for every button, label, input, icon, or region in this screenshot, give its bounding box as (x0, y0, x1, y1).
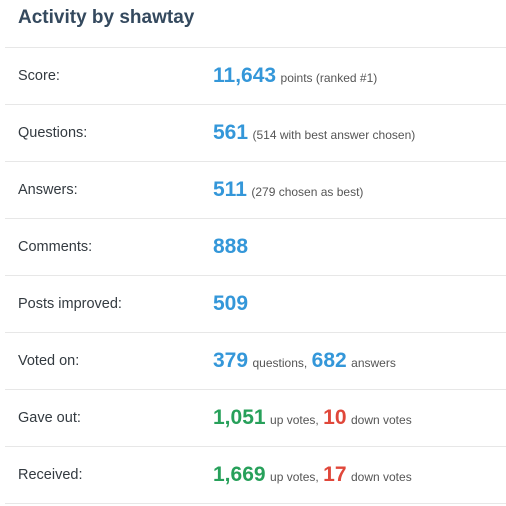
answers-number: 511 (213, 178, 247, 201)
questions-detail: (514 with best answer chosen) (252, 128, 416, 142)
gave-down-votes-text: down votes (350, 413, 412, 427)
comments-number: 888 (213, 235, 249, 258)
gave-out-label: Gave out: (18, 410, 81, 426)
voted-answers-text: answers (351, 356, 396, 370)
gave-up-votes-number: 1,051 (213, 406, 266, 429)
stat-row-posts-improved: Posts improved: 509 (5, 276, 506, 333)
voted-answers-number: 682 (311, 349, 347, 372)
gave-down-votes-number: 10 (323, 406, 347, 429)
received-up-votes-number: 1,669 (213, 463, 266, 486)
stat-row-voted-on: Voted on: 379 questions, 682 answers (5, 333, 506, 390)
received-label: Received: (18, 467, 83, 483)
stat-row-score: Score: 11,643 points (ranked #1) (5, 48, 506, 105)
score-detail: points (ranked #1) (280, 71, 378, 85)
activity-stats-list: Score: 11,643 points (ranked #1) Questio… (5, 47, 506, 504)
stat-row-gave-out: Gave out: 1,051 up votes, 10 down votes (5, 390, 506, 447)
answers-label: Answers: (18, 182, 78, 198)
gave-up-votes-text: up votes, (270, 413, 319, 427)
score-number: 11,643 (213, 64, 277, 87)
stat-row-received: Received: 1,669 up votes, 17 down votes (5, 447, 506, 504)
posts-improved-number: 509 (213, 292, 249, 315)
posts-improved-label: Posts improved: (18, 296, 122, 312)
comments-label: Comments: (18, 239, 93, 255)
stat-row-questions: Questions: 561 (514 with best answer cho… (5, 105, 506, 162)
questions-value: 561 (514 with best answer chosen) (213, 105, 415, 163)
stat-row-answers: Answers: 511 (279 chosen as best) (5, 162, 506, 219)
answers-value: 511 (279 chosen as best) (213, 162, 363, 220)
gave-out-value: 1,051 up votes, 10 down votes (213, 390, 412, 448)
posts-improved-value: 509 (213, 276, 248, 334)
received-down-votes-text: down votes (350, 470, 412, 484)
stat-row-comments: Comments: 888 (5, 219, 506, 276)
score-value: 11,643 points (ranked #1) (213, 48, 377, 106)
voted-on-label: Voted on: (18, 353, 80, 369)
answers-detail: (279 chosen as best) (251, 185, 364, 199)
voted-on-value: 379 questions, 682 answers (213, 333, 396, 391)
page-title: Activity by shawtay (18, 7, 195, 28)
voted-questions-text: questions, (252, 356, 308, 370)
comments-value: 888 (213, 219, 248, 277)
received-value: 1,669 up votes, 17 down votes (213, 447, 412, 505)
received-up-votes-text: up votes, (270, 470, 319, 484)
received-down-votes-number: 17 (323, 463, 347, 486)
voted-questions-number: 379 (213, 349, 249, 372)
score-label: Score: (18, 68, 60, 84)
questions-label: Questions: (18, 125, 88, 141)
questions-number: 561 (213, 121, 249, 144)
